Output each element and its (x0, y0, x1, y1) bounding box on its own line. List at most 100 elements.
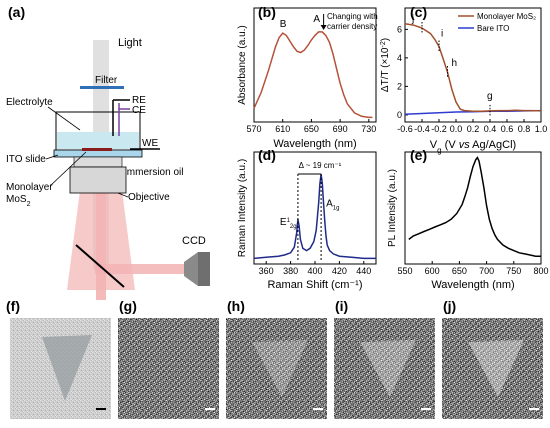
panel-e-pl: (e) 550 600 650 700 750 800 Wavelength (nm) P… (387, 147, 549, 291)
legend-monolayer: Monolayer MoS₂ (477, 12, 536, 21)
flake-triangle-j (468, 340, 524, 397)
point-label-g: g (487, 91, 493, 102)
b-xtick-label: 650 (304, 124, 319, 134)
b-xtick-label: 610 (275, 124, 290, 134)
panel-label-e: (e) (410, 147, 427, 163)
electrolyte-liquid (57, 132, 139, 149)
panel-a-schematic: (a) Light Filter RE CE Electrolyte WE IT… (6, 4, 210, 300)
c-xtick-label: 0.6 (501, 124, 514, 134)
legend-bare-ito: Bare ITO (477, 24, 509, 33)
mos2-flake (82, 148, 112, 151)
panel-b-absorbance: (b) 570 610 650 690 730 B A Changing with ca… (237, 4, 378, 150)
panel-i-image: (i) (334, 298, 435, 419)
delta-label: Δ ~ 19 cm⁻¹ (299, 161, 342, 170)
raman-curve (253, 174, 376, 260)
peak-label-e2g: E12g (280, 217, 297, 230)
point-label-h: h (452, 58, 458, 69)
monolayer-leader (49, 151, 87, 187)
label-immersion-oil: Immersion oil (124, 167, 183, 178)
absorbance-curve (253, 31, 373, 119)
axis-y-label-e: PL Intensity (a.u.) (387, 169, 398, 247)
b-xtick-label: 570 (246, 124, 261, 134)
panel-label-b: (b) (258, 4, 276, 20)
pl-curve (408, 156, 541, 257)
c-ytick-label: 0 (397, 110, 402, 120)
ccd-detector-body (198, 252, 210, 286)
label-ce: CE (132, 105, 146, 116)
label-objective: Objective (128, 192, 170, 203)
plot-e-frame (404, 151, 542, 265)
scale-bar-f (96, 408, 106, 410)
image-h-texture (226, 318, 327, 419)
c-xtick-label: -0.2 (431, 124, 447, 134)
d-xtick-label: 360 (259, 266, 274, 276)
label-filter: Filter (95, 75, 118, 86)
panel-h-image: (h) (226, 298, 327, 419)
c-xtick-label: 0.2 (467, 124, 480, 134)
image-j-texture (442, 318, 543, 419)
c-xtick-label: -0.4 (414, 124, 430, 134)
scale-bar-g (205, 408, 215, 410)
label-ito-slide: ITO slide (6, 154, 46, 165)
scale-bar-i (421, 408, 431, 410)
label-re: RE (132, 95, 146, 106)
e-xtick-label: 750 (506, 266, 521, 276)
d-xtick-label: 380 (283, 266, 298, 276)
panel-label-h: (h) (227, 298, 245, 314)
panel-label-i: (i) (335, 298, 348, 314)
b-xtick-label: 730 (361, 124, 376, 134)
objective-lens (69, 166, 127, 194)
ito-slide (53, 149, 143, 158)
flake-triangle-h (252, 340, 308, 397)
label-light: Light (118, 37, 142, 49)
point-label-i: i (441, 28, 443, 39)
label-mos2: MoS2 (6, 194, 31, 208)
electrolyte-leader (47, 106, 81, 131)
plot-c-frame (404, 7, 542, 123)
axis-y-label-c: ΔT/T (×10-2) (380, 38, 392, 92)
beam-splitter (75, 244, 125, 288)
panel-j-image: (j) (442, 298, 543, 419)
panel-label-g: (g) (119, 298, 137, 314)
e-xtick-label: 700 (479, 266, 494, 276)
axis-y-label-d: Raman Intensity (a.u.) (237, 159, 248, 257)
e-xtick-label: 600 (425, 266, 440, 276)
plot-c-markers (421, 21, 491, 117)
e-xtick-label: 800 (533, 266, 548, 276)
peak-label-b: B (280, 19, 287, 30)
label-we: WE (142, 138, 158, 149)
panel-label-d: (d) (258, 147, 276, 163)
panel-label-f: (f) (6, 298, 20, 314)
scale-bar-h (313, 408, 323, 410)
plot-b-frame (253, 7, 377, 123)
axis-x-label-e: Wavelength (nm) (431, 279, 514, 291)
c-ytick-label: 2 (397, 81, 402, 91)
e-xtick-label: 650 (452, 266, 467, 276)
peak-label-a: A (313, 14, 320, 25)
c-ytick-label: 4 (397, 53, 402, 63)
c-xtick-label: 0.4 (484, 124, 497, 134)
c-xtick-label: 0.8 (518, 124, 531, 134)
panel-g-image: (g) (118, 298, 219, 419)
plot-e-ticks: 550 600 650 700 750 800 (397, 261, 549, 276)
objective-leader (117, 192, 129, 198)
immersion-oil (73, 156, 123, 168)
ccd-detector-cone (184, 252, 198, 286)
c-xtick-label: 1.0 (535, 124, 548, 134)
monolayer-curve (404, 22, 542, 113)
panel-d-raman: (d) 360 380 400 420 440 Δ ~ 19 cm⁻¹ E12g A1g… (237, 147, 377, 291)
beam-horizontal (95, 264, 190, 274)
flake-triangle-f (42, 335, 92, 401)
peak-label-a1g: A1g (326, 198, 339, 211)
d-xtick-label: 400 (307, 266, 322, 276)
c-ytick-label: 6 (397, 24, 402, 34)
point-label-j: j (411, 14, 414, 25)
plot-c-ticks: -0.6 -0.4 -0.2 0.0 0.2 0.4 0.6 0.8 1.0 0 2 4 6 (397, 24, 547, 134)
axis-x-label-c: Vg (V vs Ag/AgCl) (430, 139, 516, 155)
annotation-line1: Changing with (327, 12, 378, 21)
c-xtick-label: -0.6 (397, 124, 413, 134)
annotation-line2: carrier density (327, 22, 377, 31)
b-xtick-label: 690 (333, 124, 348, 134)
